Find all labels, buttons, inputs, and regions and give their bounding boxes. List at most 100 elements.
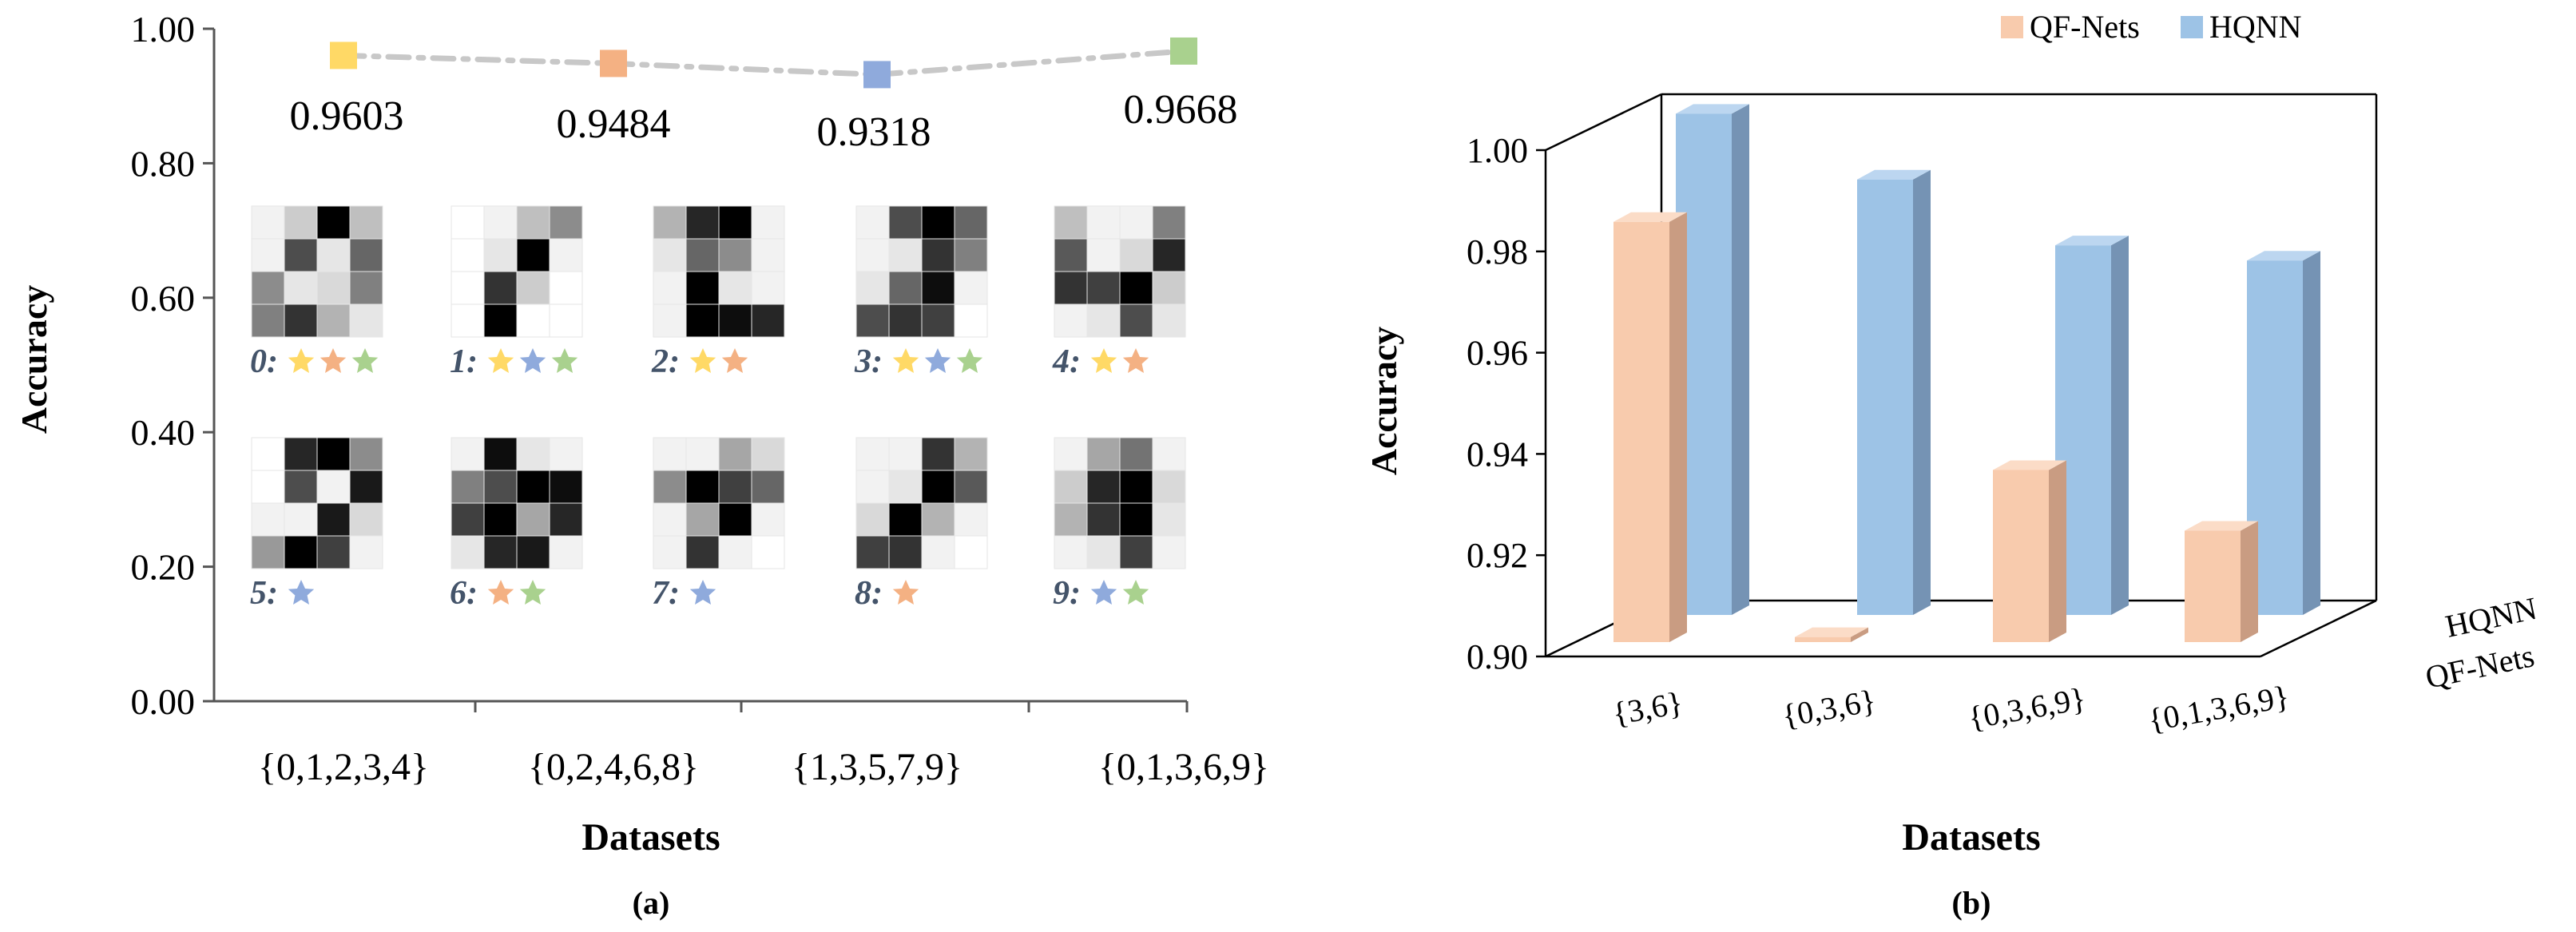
digit-pixel (284, 437, 318, 471)
digit-pixel (1054, 535, 1088, 569)
panel-b-top-left-edge (1545, 93, 1662, 152)
digit-pixel (718, 470, 752, 504)
digit-pixel (1086, 535, 1121, 569)
digit-pixel (1119, 271, 1153, 305)
digit-pixel (349, 470, 383, 504)
digit-pixel (1152, 303, 1186, 338)
digit-pixel (451, 437, 485, 471)
digit-pixel (549, 502, 583, 537)
digit-pixel (888, 470, 923, 504)
panel-b-floor-right-edge (2260, 599, 2377, 658)
digit-pixel (751, 535, 785, 569)
digit-pixel (316, 437, 351, 471)
star-icon (519, 580, 546, 605)
panel-b-depth-label: QF-Nets (2423, 637, 2538, 696)
panel-b-ytick-label: 1.00 (1467, 131, 1528, 170)
panel-a-marker (330, 42, 357, 69)
digit-pixel (653, 535, 687, 569)
digit-pixel (316, 271, 351, 305)
star-icon (320, 348, 347, 373)
digit-pixel (483, 535, 518, 569)
panel-a-ylabel: Accuracy (14, 285, 54, 434)
digit-pixel (251, 502, 285, 537)
digit-pixel (1086, 205, 1121, 240)
digit-pixel (1054, 303, 1088, 338)
bar-front (1613, 221, 1669, 642)
digit-pixel (718, 502, 752, 537)
digit-pixel (251, 238, 285, 272)
digit-pixel (483, 470, 518, 504)
digit-label: 5: (250, 575, 278, 612)
bar-side (1913, 169, 1931, 615)
digit-label: 4: (1052, 343, 1081, 380)
digit-pixel (451, 238, 485, 272)
digit-pixel (516, 238, 550, 272)
panel-b-3d-bar-chart: 0.90 0.92 0.94 0.96 0.98 1.00 {3,6} {0,3,6} {0,… (1363, 9, 2540, 921)
panel-a-ytick-label: 0.60 (131, 278, 196, 319)
star-icon (721, 348, 748, 373)
digit-pixel (549, 470, 583, 504)
digit-pixel (1054, 238, 1088, 272)
qfnets-bar (1613, 212, 1687, 642)
digit-pixel (751, 303, 785, 338)
digit-tile (653, 205, 785, 338)
digit-pixel (483, 437, 518, 471)
bar-front (2185, 530, 2241, 642)
bar-front (1795, 637, 1851, 642)
digit-pixel (855, 205, 890, 240)
bar-front (1993, 470, 2049, 642)
digit-tile (653, 437, 785, 569)
digit-pixel (549, 205, 583, 240)
digit-pixel (921, 238, 955, 272)
star-icon (1090, 580, 1117, 605)
digit-pixel (451, 271, 485, 305)
digit-pixel (954, 238, 988, 272)
panel-a-marker (600, 50, 627, 77)
digit-pixel (685, 470, 720, 504)
digit-pixel (316, 205, 351, 240)
panel-a-value-label: 0.9318 (817, 109, 931, 155)
digit-pixel (921, 205, 955, 240)
star-icon (288, 348, 315, 373)
star-icon (487, 580, 514, 605)
panel-b-xtick-label: {0,3,6,9} (1966, 680, 2089, 736)
digit-pixel (921, 535, 955, 569)
panel-b-xtick-label: {0,1,3,6,9} (2145, 678, 2292, 738)
digit-pixel (954, 502, 988, 537)
panel-b-depth-label: HQNN (2443, 590, 2540, 644)
panel-b-ytick-label: 0.94 (1467, 434, 1528, 474)
digit-pixel (718, 205, 752, 240)
panel-b-ytick-label: 0.96 (1467, 334, 1528, 373)
digit-pixel (251, 205, 285, 240)
digit-pixel (349, 303, 383, 338)
digit-pixel (954, 205, 988, 240)
legend-label: HQNN (2209, 9, 2302, 45)
digit-label: 7: (652, 575, 680, 612)
digit-label: 9: (1053, 575, 1081, 612)
digit-pixel (516, 470, 550, 504)
star-icon (288, 580, 315, 605)
digit-pixel (251, 470, 285, 504)
digit-pixel (888, 535, 923, 569)
bar-top (1613, 212, 1687, 222)
digit-pixel (685, 238, 720, 272)
bar-side (2303, 251, 2320, 615)
digit-pixel (516, 303, 550, 338)
star-icon (892, 348, 919, 373)
digit-pixel (1119, 535, 1153, 569)
digit-pixel (855, 238, 890, 272)
digit-pixel (1119, 205, 1153, 240)
panel-a-accuracy-line (340, 48, 1187, 77)
panel-a-xlabel: Datasets (581, 816, 720, 859)
digit-pixel (954, 437, 988, 471)
qfnets-bar (2185, 521, 2258, 642)
digit-pixel (349, 271, 383, 305)
digit-pixel (451, 205, 485, 240)
digit-label: 2: (651, 343, 680, 380)
digit-pixel (316, 535, 351, 569)
digit-pixel (921, 303, 955, 338)
digit-pixel (349, 535, 383, 569)
digit-pixel (855, 470, 890, 504)
digit-pixel (1119, 238, 1153, 272)
digit-pixel (1054, 205, 1088, 240)
